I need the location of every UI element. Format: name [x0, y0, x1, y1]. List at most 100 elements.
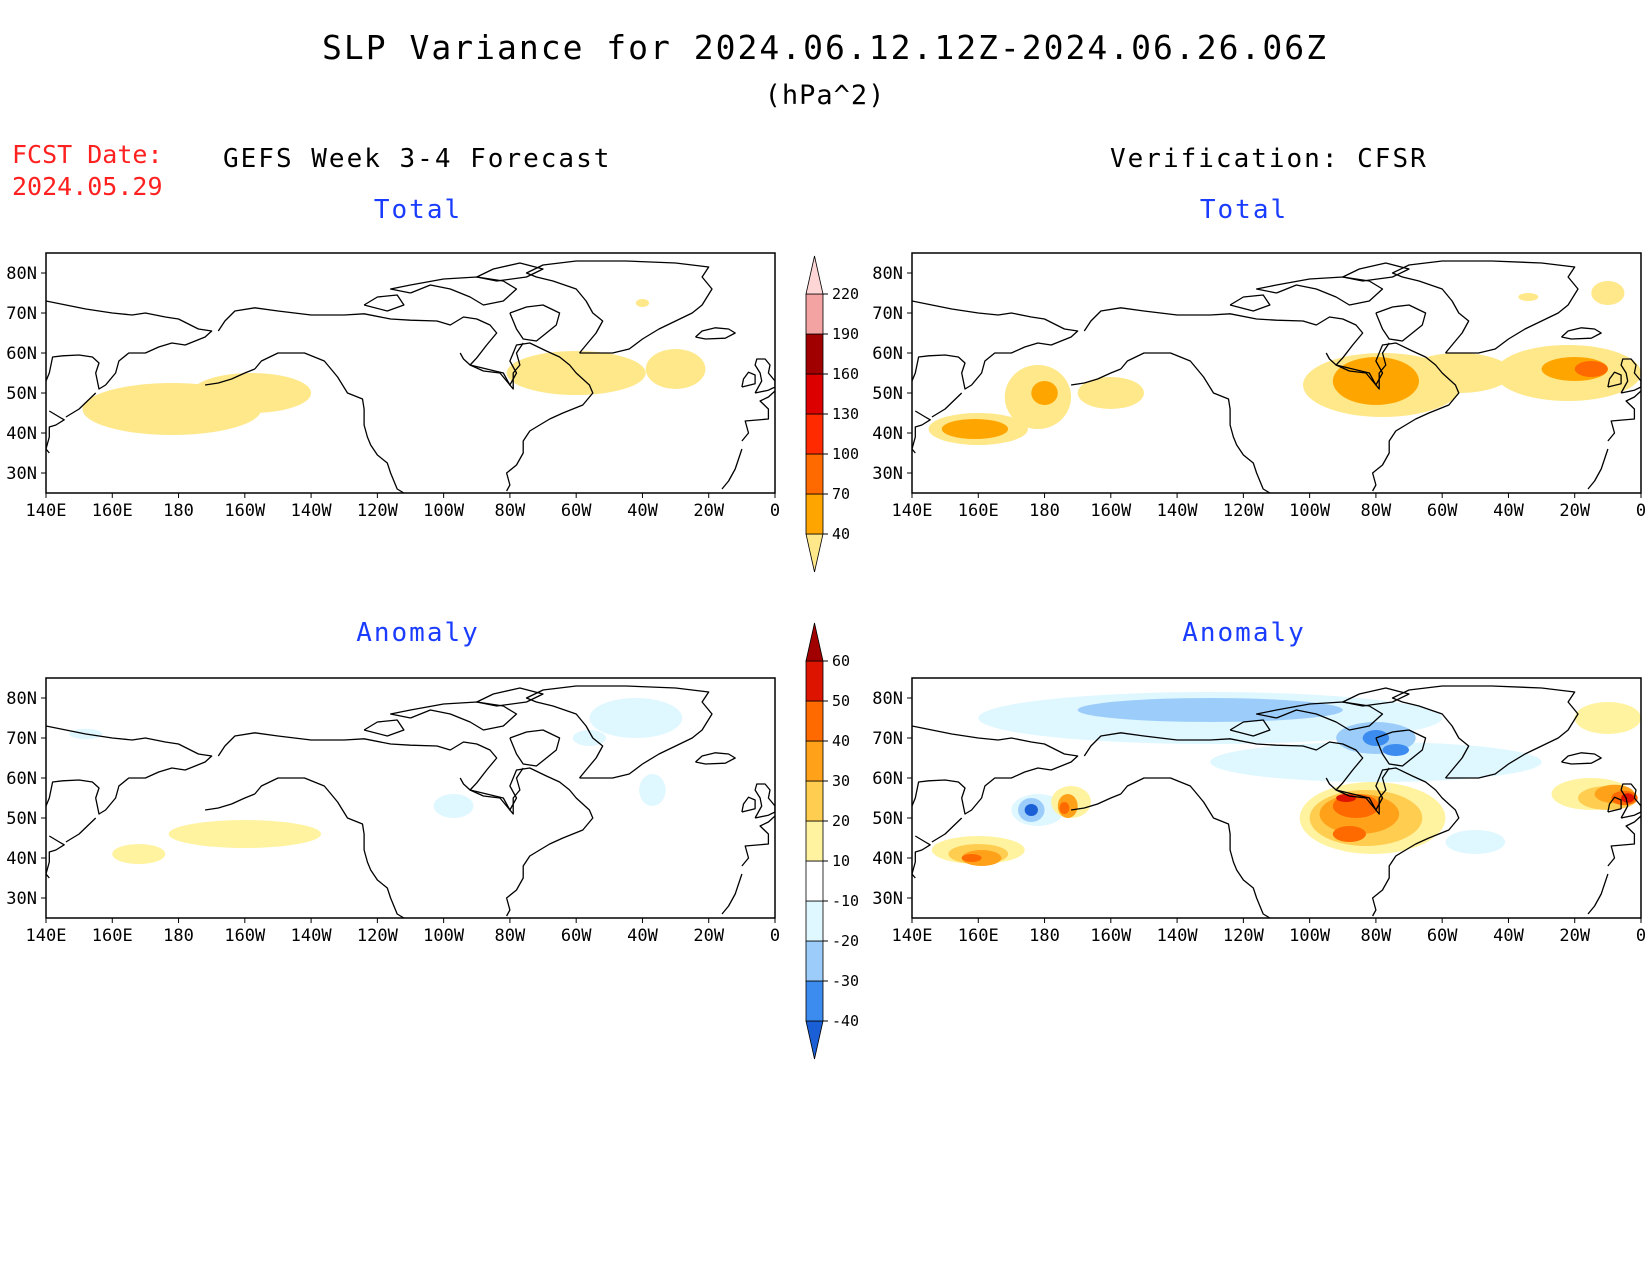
contour-shading	[961, 854, 982, 862]
lon-tick-label: 20W	[693, 926, 724, 946]
colorbar-upper-extension	[805, 255, 824, 295]
lat-tick-label: 30N	[6, 464, 37, 484]
map-panel-forecast-total: 140E 160E 180 160W 140W 120W 100W 80W 60W 40W 20W 0…	[6, 252, 780, 521]
lon-tick-label: 140W	[291, 501, 333, 521]
contour-shading	[1332, 357, 1419, 405]
contour-shading	[589, 698, 683, 738]
forecast-date-value: 2024.05.29	[12, 172, 163, 201]
lat-tick-label: 80N	[6, 689, 37, 709]
coastline-ireland	[1607, 371, 1622, 388]
coastline-ireland	[741, 796, 756, 813]
coastline-kamchatka-arc	[65, 392, 97, 418]
lat-tick-label: 70N	[6, 729, 37, 749]
coastline-greenland	[525, 260, 713, 354]
lat-tick-label: 30N	[872, 889, 903, 909]
lat-tick-label: 30N	[6, 889, 37, 909]
colorbar-label: 70	[832, 485, 850, 503]
colorbar-label: -20	[832, 932, 859, 950]
lat-tick-label: 60N	[6, 344, 37, 364]
contour-shading	[1077, 698, 1343, 722]
colorbar-label: -30	[832, 972, 859, 990]
colorbar-label: -10	[832, 892, 859, 910]
lon-tick-label: 140E	[892, 501, 933, 521]
lon-tick-label: 60W	[561, 926, 592, 946]
forecast-total-subtitle: Total	[373, 195, 463, 225]
coastline-baffin	[1375, 729, 1427, 767]
coastline-europe	[741, 390, 775, 442]
contour-shading	[1031, 381, 1058, 405]
lon-tick-label: 120W	[1223, 501, 1265, 521]
lon-tick-label: 180	[163, 926, 194, 946]
coastline-west-arctic	[1229, 719, 1271, 737]
contour-shading	[433, 794, 474, 818]
lat-tick-label: 30N	[872, 464, 903, 484]
coastline-britain	[754, 358, 775, 394]
forecast-anomaly-subtitle: Anomaly	[356, 618, 480, 648]
lon-tick-label: 140W	[1157, 926, 1199, 946]
coastline-iceland	[695, 327, 736, 340]
contour-shading	[1024, 804, 1038, 816]
map-frame	[911, 677, 1642, 919]
lat-tick-label: 40N	[6, 849, 37, 869]
colorbar-box	[805, 980, 824, 1022]
coastline-west-coast	[254, 352, 405, 493]
coastline-ellesmere	[476, 687, 544, 707]
contour-shading	[1059, 802, 1070, 814]
coastline-britain	[754, 783, 775, 819]
verification-total-subtitle: Total	[1199, 195, 1289, 225]
coastline-west-coast	[254, 777, 405, 918]
colorbar-label: 190	[832, 325, 859, 343]
colorbar-box	[805, 900, 824, 942]
coastline-arctic-islands	[1255, 701, 1384, 731]
lon-tick-label: 160E	[92, 926, 133, 946]
lon-tick-label: 80W	[495, 501, 526, 521]
coastline-ireland	[741, 371, 756, 388]
coastline-ireland	[1607, 796, 1622, 813]
lon-tick-label: 80W	[495, 926, 526, 946]
lon-tick-label: 180	[1029, 501, 1060, 521]
lon-tick-label: 60W	[1427, 926, 1458, 946]
lat-tick-label: 50N	[872, 384, 903, 404]
contour-shading	[1332, 826, 1366, 842]
contour-shading	[941, 419, 1009, 439]
colorbar-label: 10	[832, 852, 850, 870]
colorbar-box	[805, 780, 824, 822]
lon-tick-label: 0	[770, 926, 780, 946]
map-panel-verification-anomaly: 140E 160E 180 160W 140W 120W 100W 80W 60W 40W 20W 0…	[872, 677, 1646, 946]
coastline-greenland	[525, 685, 713, 779]
coastline-arctic-islands	[1255, 276, 1384, 306]
colorbar-label: 40	[832, 525, 850, 543]
lon-tick-label: 100W	[1289, 501, 1331, 521]
lon-tick-label: 40W	[1493, 926, 1524, 946]
lon-tick-label: 40W	[1493, 501, 1524, 521]
coastline-aleutians	[1071, 793, 1122, 811]
colorbar-box	[805, 493, 824, 535]
colorbar-box	[805, 860, 824, 902]
lat-tick-label: 50N	[6, 384, 37, 404]
coastline-west-africa	[721, 448, 743, 490]
forecast-date-label: FCST Date:	[12, 140, 163, 169]
coastline-britain	[1620, 783, 1641, 819]
lon-tick-label: 160W	[224, 926, 266, 946]
lon-tick-label: 80W	[1361, 501, 1392, 521]
lon-tick-label: 160W	[224, 501, 266, 521]
colorbar-box	[805, 453, 824, 495]
lon-tick-label: 80W	[1361, 926, 1392, 946]
lon-tick-label: 160E	[958, 926, 999, 946]
coastline-iceland	[1561, 327, 1602, 340]
contour-shading	[645, 349, 706, 389]
lon-tick-label: 20W	[693, 501, 724, 521]
coastline-baffin	[509, 304, 561, 342]
lon-tick-label: 140E	[26, 501, 67, 521]
lon-tick-label: 0	[770, 501, 780, 521]
lat-tick-label: 50N	[6, 809, 37, 829]
colorbar-lower-extension	[805, 1020, 824, 1060]
colorbar-label: 30	[832, 772, 850, 790]
colorbar-label: 40	[832, 732, 850, 750]
coastline-arctic-islands	[389, 701, 518, 731]
right-column-title: Verification: CFSR	[1110, 144, 1428, 174]
contour-shading	[1445, 830, 1506, 854]
coastline-hudson-bay	[1325, 767, 1390, 815]
lon-tick-label: 0	[1636, 926, 1646, 946]
coastline-greenland	[1391, 260, 1579, 354]
